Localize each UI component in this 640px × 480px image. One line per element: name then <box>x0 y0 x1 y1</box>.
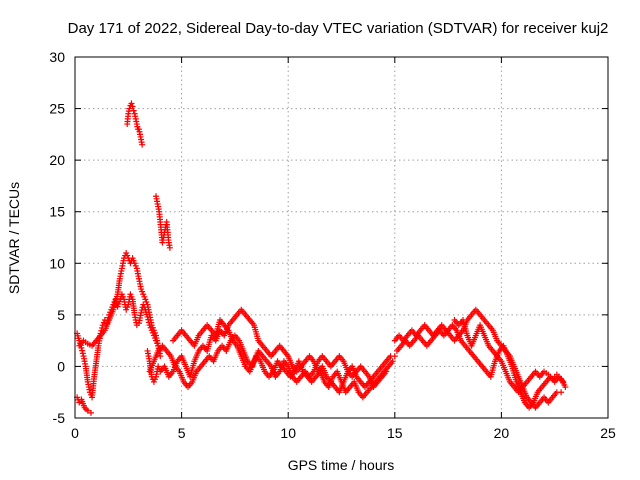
y-tick-label: -5 <box>53 410 66 426</box>
y-axis-label: SDTVAR / TECUs <box>6 182 22 294</box>
series-main-c <box>170 317 390 391</box>
data-point <box>558 389 565 396</box>
data-point-interp <box>79 350 86 357</box>
x-tick-label: 10 <box>280 425 296 441</box>
x-tick-label: 5 <box>178 425 186 441</box>
series-main-a <box>144 306 398 396</box>
data-point <box>138 309 145 316</box>
data-point <box>139 141 146 148</box>
data-point <box>126 105 133 112</box>
data-point <box>128 100 135 107</box>
y-tick-label: 5 <box>57 307 65 323</box>
series-spike-15 <box>153 193 173 251</box>
chart-title: Day 171 of 2022, Sidereal Day-to-day VTE… <box>68 20 609 37</box>
data-point <box>157 353 164 360</box>
series-early-high <box>74 394 94 416</box>
data-point <box>129 103 136 110</box>
grid <box>75 57 608 418</box>
series-late-b <box>393 322 567 411</box>
data-point <box>76 399 83 406</box>
x-axis-label: GPS time / hours <box>288 457 395 473</box>
data-point <box>562 384 569 391</box>
data-point <box>130 107 137 114</box>
data-point <box>383 368 390 375</box>
series-late-c <box>451 317 569 396</box>
data-point <box>87 409 94 416</box>
y-tick-label: 30 <box>49 49 65 65</box>
data-point-interp <box>79 347 86 354</box>
series-spike-25 <box>124 100 146 148</box>
y-tick-label: 25 <box>49 101 65 117</box>
ticks: 0 5 10 15 20 25 -5 0 5 10 15 20 25 30 <box>49 49 616 441</box>
x-tick-label: 0 <box>71 425 79 441</box>
data-point <box>84 407 91 414</box>
data-point <box>391 353 398 360</box>
data-layer <box>74 100 569 416</box>
plot-frame <box>74 56 609 419</box>
y-tick-label: 15 <box>49 204 65 220</box>
x-tick-label: 20 <box>494 425 510 441</box>
x-tick-label: 25 <box>600 425 616 441</box>
y-tick-label: 0 <box>57 358 65 374</box>
data-point <box>166 244 173 251</box>
x-tick-label: 15 <box>387 425 403 441</box>
data-point <box>389 358 396 365</box>
y-tick-label: 10 <box>49 255 65 271</box>
series-early-mid <box>76 249 164 360</box>
y-tick-label: 20 <box>49 152 65 168</box>
